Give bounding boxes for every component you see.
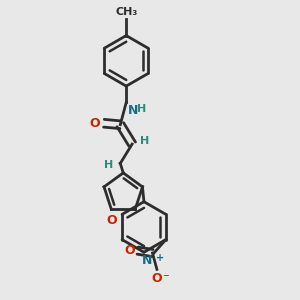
Text: N: N xyxy=(128,104,138,117)
Text: O: O xyxy=(106,214,117,227)
Text: O: O xyxy=(152,272,162,285)
Text: H: H xyxy=(136,104,146,114)
Text: CH₃: CH₃ xyxy=(115,7,137,17)
Text: +: + xyxy=(156,253,164,263)
Text: H: H xyxy=(103,160,113,170)
Text: N: N xyxy=(142,254,152,268)
Text: O: O xyxy=(90,117,101,130)
Text: O: O xyxy=(124,244,135,257)
Text: H: H xyxy=(140,136,149,146)
Text: ⁻: ⁻ xyxy=(162,272,169,285)
